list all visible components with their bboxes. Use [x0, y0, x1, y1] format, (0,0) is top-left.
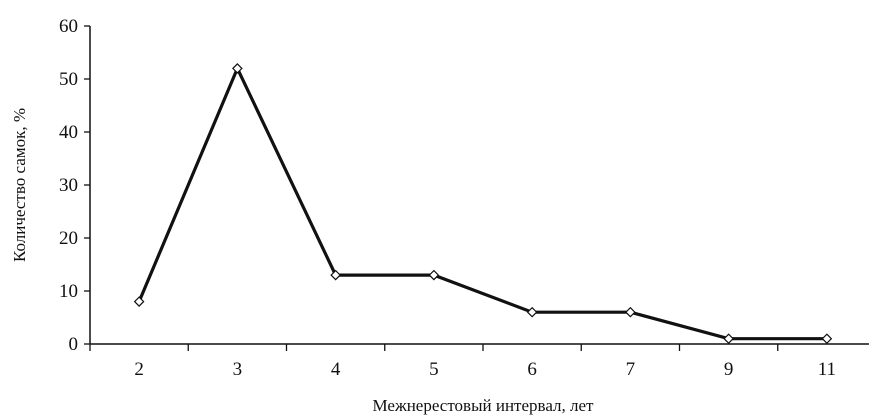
y-tick-label: 10 — [59, 281, 78, 302]
y-tick-label: 0 — [69, 334, 79, 355]
data-point-marker — [133, 296, 145, 307]
y-tick-label: 60 — [59, 16, 78, 37]
x-tick-label: 2 — [134, 359, 144, 380]
data-point-marker — [821, 333, 833, 345]
x-axis: 2 3 4 5 6 7 9 11 — [89, 343, 869, 380]
data-point-marker — [526, 306, 538, 318]
data-point-marker — [625, 306, 636, 318]
y-ticks: 0 10 20 30 40 50 60 — [59, 16, 90, 355]
series-group — [133, 63, 833, 345]
series-line — [137, 64, 827, 341]
x-tick-label: 9 — [724, 359, 734, 380]
data-point-marker — [232, 63, 243, 74]
data-point-marker — [428, 269, 440, 281]
x-tick-label: 6 — [527, 359, 537, 380]
x-ticks: 2 3 4 5 6 7 9 11 — [89, 344, 836, 380]
y-tick-label: 30 — [59, 175, 78, 196]
y-tick-label: 50 — [59, 69, 78, 90]
y-tick-label: 40 — [59, 122, 78, 143]
x-tick-label: 11 — [818, 359, 836, 380]
y-tick-label: 20 — [59, 228, 78, 249]
data-point-marker — [330, 269, 341, 281]
x-tick-label: 5 — [429, 359, 439, 380]
y-axis: 0 10 20 30 40 50 60 — [59, 16, 91, 355]
x-axis-label: Межнерестовый интервал, лет — [373, 396, 595, 415]
x-tick-label: 3 — [233, 359, 243, 380]
x-tick-label: 4 — [331, 359, 341, 380]
y-axis-label: Количество самок, % — [10, 108, 29, 262]
x-tick-label: 7 — [626, 359, 636, 380]
data-point-marker — [723, 333, 734, 345]
